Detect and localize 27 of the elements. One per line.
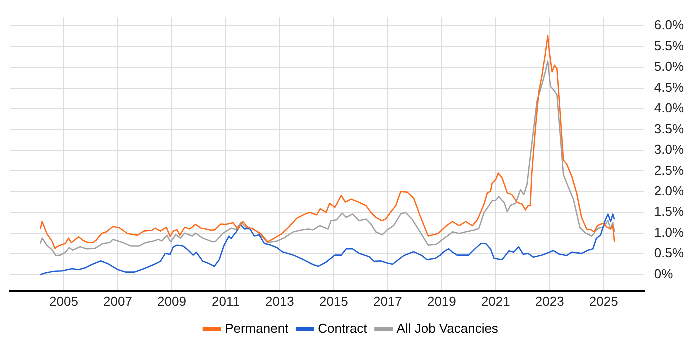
- legend-label: All Job Vacancies: [396, 321, 499, 336]
- legend-label: Contract: [318, 321, 368, 336]
- x-tick-label: 2017: [373, 294, 402, 309]
- y-tick-label: 1.0%: [654, 224, 684, 240]
- x-tick-label: 2013: [265, 294, 294, 309]
- x-tick-label: 2023: [535, 294, 564, 309]
- y-tick-label: 3.0%: [654, 142, 684, 158]
- y-tick-label: 4.5%: [654, 80, 684, 95]
- y-tick-label: 1.5%: [654, 204, 684, 220]
- x-tick-label: 2021: [481, 294, 510, 309]
- x-tick-label: 2015: [319, 294, 348, 309]
- y-tick-label: 6.0%: [654, 18, 684, 33]
- y-tick-label: 2.5%: [654, 162, 684, 178]
- y-tick-label: 5.0%: [654, 59, 684, 74]
- y-tick-label: 0%: [654, 266, 674, 282]
- x-tick-label: 2025: [589, 294, 618, 309]
- x-tick-label: 2005: [50, 294, 78, 309]
- y-tick-label: 3.5%: [654, 121, 684, 136]
- x-tick-label: 2007: [104, 294, 132, 309]
- x-tick-label: 2011: [212, 294, 240, 309]
- x-tick-label: 2009: [158, 294, 186, 309]
- y-tick-label: 2.0%: [654, 183, 684, 198]
- legend-label: Permanent: [225, 321, 290, 336]
- x-tick-label: 2019: [427, 294, 456, 309]
- y-tick-label: 0.5%: [654, 246, 684, 261]
- y-tick-label: 5.5%: [654, 38, 684, 54]
- y-tick-label: 4.0%: [654, 100, 684, 116]
